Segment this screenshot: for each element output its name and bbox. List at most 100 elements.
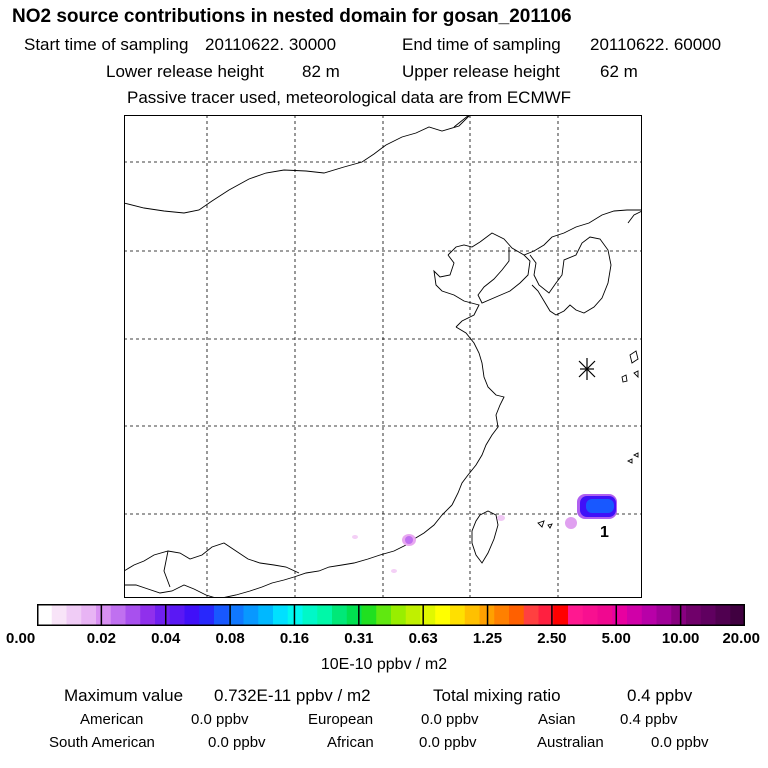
colorbar-tick-label: 1.25 bbox=[472, 630, 503, 647]
colorbar-cell bbox=[450, 604, 466, 626]
map-panel: 1 bbox=[124, 115, 642, 598]
colorbar-cell bbox=[81, 604, 97, 626]
colorbar-cell bbox=[597, 604, 613, 626]
source-label: 1 bbox=[600, 524, 609, 541]
end-time-label: End time of sampling bbox=[402, 35, 561, 54]
colorbar-cell bbox=[302, 604, 318, 626]
colorbar-cell bbox=[51, 604, 67, 626]
colorbar-cell bbox=[671, 604, 687, 626]
colorbar-tick-label: 0.08 bbox=[215, 630, 245, 647]
total-mixing-value: 0.4 ppbv bbox=[627, 686, 693, 705]
colorbar-cell bbox=[332, 604, 348, 626]
island-coast bbox=[629, 350, 639, 364]
island-coast bbox=[621, 374, 628, 383]
asterisk-icon bbox=[578, 358, 596, 380]
colorbar bbox=[37, 604, 746, 626]
region-name: American bbox=[80, 711, 144, 728]
colorbar-cell bbox=[125, 604, 141, 626]
end-time-value: 20110622. 60000 bbox=[590, 35, 722, 54]
plume-patch bbox=[352, 535, 358, 539]
colorbar-tick-label: 0.31 bbox=[344, 630, 374, 647]
colorbar-cell bbox=[627, 604, 643, 626]
border-line bbox=[479, 209, 642, 256]
colorbar-unit: 10E-10 ppbv / m2 bbox=[320, 656, 448, 673]
start-time-value: 20110622. 30000 bbox=[205, 35, 337, 54]
colorbar-cell bbox=[66, 604, 82, 626]
island-coast bbox=[537, 520, 545, 528]
region-value: 0.4 ppbv bbox=[620, 711, 678, 728]
colorbar-cell bbox=[228, 604, 244, 626]
max-value-label: Maximum value bbox=[64, 686, 184, 705]
japan-coast bbox=[627, 210, 642, 224]
colorbar-cell bbox=[155, 604, 171, 626]
colorbar-cell bbox=[656, 604, 672, 626]
colorbar-frame bbox=[37, 604, 745, 626]
border-line bbox=[124, 584, 217, 598]
colorbar-tick-label: 0.04 bbox=[151, 630, 181, 647]
colorbar-tick-label: 20.00 bbox=[722, 630, 760, 647]
colorbar-cell bbox=[391, 604, 407, 626]
plume-patch bbox=[497, 515, 505, 521]
border-line bbox=[124, 115, 471, 214]
plume-patch bbox=[565, 517, 577, 529]
plume-patch bbox=[391, 569, 397, 573]
bohai-coast bbox=[477, 247, 531, 304]
colorbar-cell bbox=[686, 604, 702, 626]
region-name: Australian bbox=[537, 734, 604, 751]
region-name: African bbox=[327, 734, 374, 751]
shandong-coast bbox=[433, 254, 480, 328]
colorbar-cell bbox=[464, 604, 480, 626]
south-coast bbox=[221, 504, 453, 598]
taiwan-coast bbox=[471, 510, 499, 564]
bohai-coast bbox=[447, 241, 481, 256]
colorbar-tick-label: 2.50 bbox=[537, 630, 567, 647]
plume-patches bbox=[352, 494, 617, 573]
colorbar-cell bbox=[435, 604, 451, 626]
island-coast bbox=[547, 523, 553, 529]
lower-height-value: 82 m bbox=[302, 62, 340, 81]
colorbar-cell bbox=[37, 604, 53, 626]
colorbar-cell bbox=[538, 604, 554, 626]
colorbar-cell bbox=[214, 604, 230, 626]
region-name: Asian bbox=[538, 711, 576, 728]
colorbar-cell bbox=[715, 604, 731, 626]
colorbar-cell bbox=[96, 604, 112, 626]
colorbar-tick-label: 10.00 bbox=[661, 630, 700, 647]
border-line bbox=[163, 550, 171, 588]
page-title: NO2 source contributions in nested domai… bbox=[12, 6, 572, 27]
max-value: 0.732E-11 ppbv / m2 bbox=[214, 686, 371, 705]
border-line bbox=[453, 115, 470, 128]
colorbar-tick-label: 0.02 bbox=[86, 630, 116, 647]
colorbar-cell bbox=[420, 604, 436, 626]
colorbar-cell bbox=[494, 604, 510, 626]
colorbar-cell bbox=[169, 604, 185, 626]
upper-height-label: Upper release height bbox=[402, 62, 560, 81]
colorbar-cell bbox=[243, 604, 259, 626]
colorbar-cell bbox=[641, 604, 657, 626]
colorbar-tick-label: 0.63 bbox=[408, 630, 438, 647]
island-coast bbox=[633, 370, 639, 379]
colorbar-cell bbox=[140, 604, 156, 626]
colorbar-cell bbox=[376, 604, 392, 626]
border-line bbox=[124, 542, 300, 574]
colorbar-tick-label: 0.16 bbox=[279, 630, 310, 647]
lower-height-label: Lower release height bbox=[106, 62, 264, 81]
colorbar-tick-label: 5.00 bbox=[601, 630, 631, 647]
start-time-label: Start time of sampling bbox=[24, 35, 189, 54]
plume-patch bbox=[405, 536, 413, 544]
east-coast bbox=[451, 326, 505, 506]
colorbar-svg bbox=[37, 604, 746, 626]
region-name: European bbox=[308, 711, 374, 728]
colorbar-cell bbox=[317, 604, 333, 626]
region-value: 0.0 ppbv bbox=[421, 711, 479, 728]
colorbar-tick-label: 0.00 bbox=[6, 630, 36, 647]
colorbar-cell bbox=[523, 604, 539, 626]
plume-patch bbox=[586, 499, 614, 513]
colorbar-cell bbox=[110, 604, 126, 626]
colorbar-cell bbox=[199, 604, 215, 626]
colorbar-cell bbox=[273, 604, 289, 626]
colorbar-cell bbox=[184, 604, 200, 626]
lat-lon-grid bbox=[124, 115, 642, 598]
colorbar-cell bbox=[361, 604, 377, 626]
colorbar-cell bbox=[258, 604, 274, 626]
